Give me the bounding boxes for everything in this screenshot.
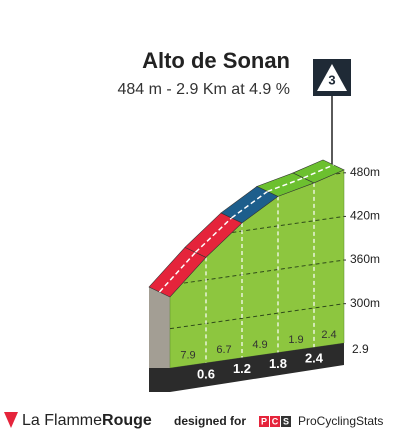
grid-line: [170, 259, 344, 286]
pcs-letter: S: [283, 416, 289, 426]
pcs-name: ProCyclingStats: [298, 414, 383, 428]
gradient-label: 6.7: [216, 344, 231, 356]
segment-center: [194, 217, 233, 253]
distance-label: 1.8: [269, 356, 287, 371]
pcs-letter: P: [261, 416, 267, 426]
y-tick-label: 300m: [350, 296, 380, 310]
brand-bold: Rouge: [102, 412, 152, 429]
distance-label: 0.6: [197, 366, 215, 381]
grid-line: [170, 303, 344, 330]
start-face: [149, 286, 170, 368]
y-tick-label: 360m: [350, 252, 380, 266]
plot: 300m360m420m480m7.90.66.71.24.91.81.92.4…: [148, 159, 380, 392]
pcs-box: [259, 416, 269, 427]
gradient-label: 4.9: [252, 339, 267, 351]
gradient-label: 2.4: [321, 329, 336, 341]
segment-center: [158, 251, 197, 293]
brand-icon: [4, 412, 18, 428]
segment-center: [303, 164, 334, 179]
pcs-box: [270, 416, 280, 427]
gradient-label: 7.9: [180, 349, 195, 361]
gradient-label: 1.9: [288, 334, 303, 346]
badge-triangle: [317, 64, 347, 91]
category-label: 3: [328, 72, 335, 87]
distance-label: 2.4: [305, 351, 324, 366]
pcs-letter: C: [272, 416, 279, 426]
base-band: [149, 343, 344, 392]
distance-label: 2.9: [352, 342, 369, 356]
title: Alto de Sonan: [142, 48, 290, 73]
y-tick-label: 480m: [350, 165, 380, 179]
y-tick-label: 420m: [350, 209, 380, 223]
pcs-box: [281, 416, 291, 427]
brand: La FlammeRouge: [22, 412, 152, 429]
brand-text: La Flamme: [22, 412, 102, 429]
subtitle: 484 m - 2.9 Km at 4.9 %: [117, 81, 290, 98]
designed-for: designed for: [174, 414, 246, 428]
segment-center: [267, 177, 304, 193]
distance-label: 1.2: [233, 361, 251, 376]
